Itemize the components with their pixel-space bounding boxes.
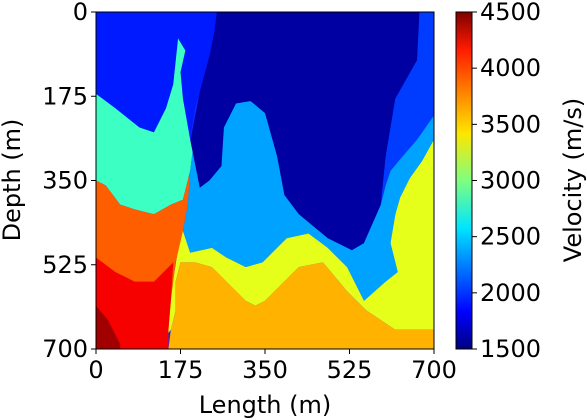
velocity-layer-10 <box>96 305 121 349</box>
velocity-layer-4 <box>182 101 434 301</box>
colorbar-gradient <box>455 11 473 350</box>
x-tick-label: 525 <box>327 356 373 384</box>
x-tick-label: 350 <box>242 356 288 384</box>
y-tick-label: 0 <box>73 0 88 26</box>
velocity-layer-9 <box>96 257 174 349</box>
velocity-layer-1 <box>187 12 420 251</box>
velocity-layer-7 <box>168 262 434 349</box>
colorbar-tick-label: 4000 <box>480 54 541 82</box>
y-axis-ticks: 0 175 350 525 700 <box>42 0 96 363</box>
y-tick-label: 525 <box>42 251 88 279</box>
velocity-layer-3 <box>380 12 434 205</box>
x-tick-label: 700 <box>411 356 457 384</box>
x-axis-label: Length (m) <box>199 391 332 419</box>
colorbar-label: Velocity (m/s) <box>559 98 587 262</box>
y-tick-label: 700 <box>42 335 88 363</box>
colorbar: 1500 2000 2500 3000 3500 4000 4500 Velocity (m… <box>455 0 587 363</box>
x-tick-label: 0 <box>88 356 103 384</box>
colorbar-tick-label: 2000 <box>480 279 541 307</box>
colorbar-tick-label: 2500 <box>480 223 541 251</box>
colorbar-tick-label: 3500 <box>480 110 541 138</box>
velocity-layer-6 <box>163 139 434 340</box>
y-tick-label: 350 <box>42 167 88 195</box>
colorbar-tick-label: 3000 <box>480 167 541 195</box>
y-axis-label: Depth (m) <box>0 119 26 242</box>
colorbar-tick-label: 4500 <box>480 0 541 26</box>
plot-area <box>96 12 434 349</box>
colorbar-tick-label: 1500 <box>480 335 541 363</box>
x-axis-ticks: 0 175 350 525 700 <box>88 349 457 384</box>
x-tick-label: 175 <box>158 356 204 384</box>
velocity-layer-2 <box>96 12 217 140</box>
colorbar-ticks: 1500 2000 2500 3000 3500 4000 4500 <box>472 0 541 363</box>
velocity-layer-5 <box>96 38 193 215</box>
y-tick-label: 175 <box>42 82 88 110</box>
